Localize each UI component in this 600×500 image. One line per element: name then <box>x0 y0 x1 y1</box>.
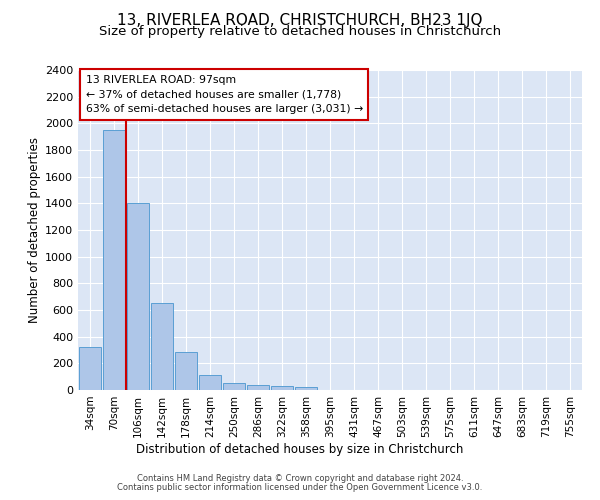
Text: Contains HM Land Registry data © Crown copyright and database right 2024.: Contains HM Land Registry data © Crown c… <box>137 474 463 483</box>
Text: Contains public sector information licensed under the Open Government Licence v3: Contains public sector information licen… <box>118 484 482 492</box>
Bar <box>271 386 293 390</box>
Bar <box>79 346 101 390</box>
Bar <box>199 376 221 390</box>
Text: Distribution of detached houses by size in Christchurch: Distribution of detached houses by size … <box>136 442 464 456</box>
Bar <box>127 204 149 390</box>
Text: Size of property relative to detached houses in Christchurch: Size of property relative to detached ho… <box>99 25 501 38</box>
Y-axis label: Number of detached properties: Number of detached properties <box>28 137 41 323</box>
Bar <box>295 388 317 390</box>
Bar <box>223 384 245 390</box>
Bar <box>247 384 269 390</box>
Bar <box>175 352 197 390</box>
Bar <box>103 130 125 390</box>
Bar <box>151 304 173 390</box>
Text: 13, RIVERLEA ROAD, CHRISTCHURCH, BH23 1JQ: 13, RIVERLEA ROAD, CHRISTCHURCH, BH23 1J… <box>117 12 483 28</box>
Text: 13 RIVERLEA ROAD: 97sqm
← 37% of detached houses are smaller (1,778)
63% of semi: 13 RIVERLEA ROAD: 97sqm ← 37% of detache… <box>86 75 363 114</box>
